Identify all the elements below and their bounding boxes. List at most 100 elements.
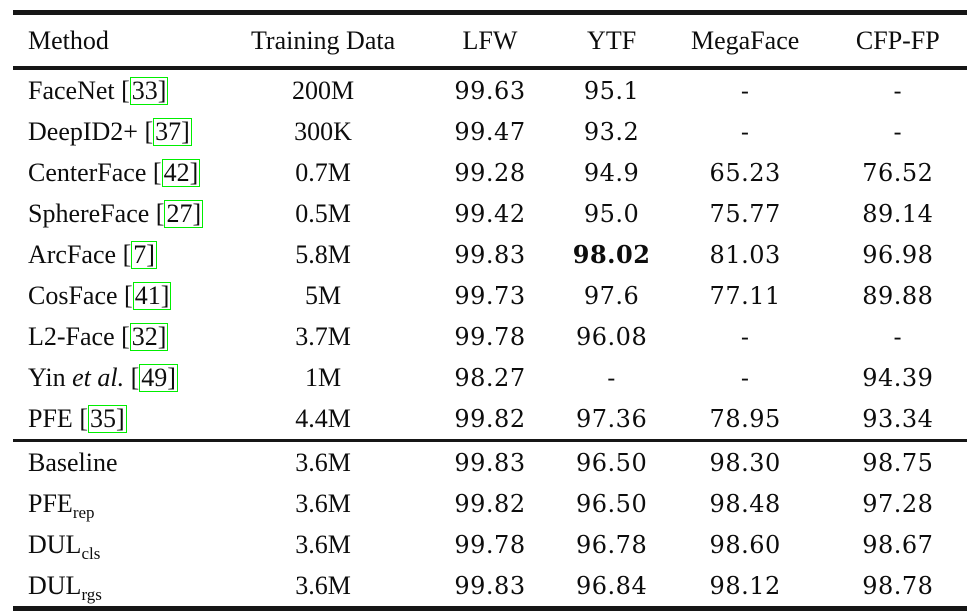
training-data-cell: 200M	[291, 75, 355, 105]
metric-value-cell: 81.03	[709, 240, 781, 269]
metric-value-cell: 96.78	[576, 530, 648, 559]
metric-value-cell: 95.1	[583, 76, 640, 105]
method-cell: PFErep	[13, 483, 228, 524]
metric-value-cell: 96.98	[862, 240, 934, 269]
method-cell: L2-Face [32]	[28, 321, 169, 351]
training-data-cell: 3.7M	[295, 321, 351, 351]
metric-value-cell: -	[893, 117, 903, 146]
method-cell: DULcls	[13, 524, 228, 565]
metric-value-cell: 99.78	[454, 530, 526, 559]
citation-link[interactable]: 35]	[87, 403, 127, 433]
citation-number: 32	[131, 321, 158, 351]
training-data-cell: 3.6M	[295, 529, 351, 559]
metric-value-cell: 96.84	[576, 571, 648, 600]
method-cell: DULrgs	[13, 565, 228, 609]
metric-value-cell: -	[740, 363, 750, 392]
table-row: ArcFace [7] 5.8M 99.83 98.02 81.03 96.98	[13, 234, 967, 275]
citation-number: 7	[133, 239, 147, 269]
method-cell: PFE [35]	[28, 403, 127, 433]
prior-methods-group: FaceNet [33] 200M 99.63 95.1- - DeepID2+ [37]…	[13, 68, 967, 441]
method-name: Yin	[28, 362, 66, 392]
table-row: SphereFace [27] 0.5M 99.42 95.0 75.77 89.14	[13, 193, 967, 234]
method-name: DeepID2+	[28, 116, 138, 146]
metric-value-cell: 89.88	[862, 281, 934, 310]
metric-value-cell: 99.83	[454, 571, 526, 600]
our-methods-group: Baseline 3.6M 99.83 96.50 98.30 98.75 PFErep 3.…	[13, 439, 967, 609]
metric-value-cell: 98.67	[862, 530, 934, 559]
metric-value-cell: 99.83	[418, 439, 562, 483]
method-cell: DeepID2+ [37]	[28, 116, 192, 146]
method-name: PFE	[28, 488, 73, 518]
metric-value-cell: 98.27	[454, 363, 526, 392]
metric-value-cell: 77.11	[709, 281, 781, 310]
citation-number: 42	[163, 157, 190, 187]
method-name: PFE	[28, 403, 73, 433]
method-cell: Baseline	[13, 439, 228, 483]
training-data-cell: 3.6M	[295, 488, 351, 518]
citation-link[interactable]: 33]	[129, 75, 169, 105]
metric-value-cell: -	[893, 76, 903, 105]
metric-value-cell: 95.0	[583, 199, 640, 228]
table-row: DeepID2+ [37] 300K 99.47 93.2 - -	[13, 111, 967, 152]
method-name: FaceNet	[28, 75, 115, 105]
method-name: L2-Face	[28, 321, 115, 351]
metric-value-cell: 96.50	[576, 489, 648, 518]
metric-value-cell: 99.73	[454, 281, 526, 310]
column-header-ytf: YTF	[561, 12, 662, 70]
citation-number: 35	[89, 403, 116, 433]
metric-value-cell: 65.23	[709, 158, 781, 187]
method-name: ArcFace	[28, 239, 117, 269]
metric-value-cell: 98.75	[828, 439, 967, 483]
metric-value-cell: 98.60	[709, 530, 781, 559]
method-cell: SphereFace [27]	[28, 198, 204, 228]
training-data-cell: 0.7M	[295, 157, 351, 187]
metric-value-cell: 98.12	[709, 571, 781, 600]
table-row: DULrgs 3.6M 99.83 96.84 98.12 98.78	[13, 565, 967, 609]
method-name: Baseline	[28, 447, 118, 477]
citation-number: 41	[134, 280, 161, 310]
table-row: Baseline 3.6M 99.83 96.50 98.30 98.75	[13, 439, 967, 483]
citation-link[interactable]: 42]	[161, 157, 201, 187]
training-data-cell: 4.4M	[295, 403, 351, 433]
table-header: Method Training Data LFW YTF MegaFace CF…	[13, 12, 967, 70]
column-header-training-data: Training Data	[227, 12, 419, 70]
metric-value-cell: 98.30	[661, 439, 829, 483]
metric-value-cell: 97.36	[576, 404, 648, 433]
training-data-cell: 3.6M	[295, 570, 351, 600]
citation-link[interactable]: 49]	[139, 362, 178, 392]
metric-value-cell: -	[740, 117, 750, 146]
citation-link[interactable]: 27]	[164, 198, 204, 228]
citation-link[interactable]: 41]	[132, 280, 172, 310]
method-cell: CosFace [41]	[28, 280, 172, 310]
method-name: DUL	[28, 570, 82, 600]
training-data-cell: 300K	[294, 116, 352, 146]
column-header-lfw: LFW	[418, 12, 562, 70]
citation-link[interactable]: 7]	[131, 239, 157, 269]
results-table-container: Method Training Data LFW YTF MegaFace CF…	[13, 10, 967, 611]
metric-value-cell: 97.6	[583, 281, 640, 310]
metric-value-cell: 98.02	[572, 240, 651, 269]
table-row: CenterFace [42] 0.7M 99.28 94.9 65.23 76.52	[13, 152, 967, 193]
method-name: DUL	[28, 529, 82, 559]
method-cell: ArcFace [7]	[28, 239, 157, 269]
column-header-cfp-fp: CFP-FP	[828, 12, 967, 70]
citation-link[interactable]: 37]	[153, 116, 192, 146]
metric-value-cell: 98.48	[709, 489, 781, 518]
metric-value-cell: 96.50	[561, 439, 662, 483]
citation-number: 49	[141, 362, 168, 392]
table-row: DULcls 3.6M 99.78 96.78 98.60 98.67	[13, 524, 967, 565]
metric-value-cell: -	[893, 322, 903, 351]
method-subscript: rgs	[81, 584, 102, 604]
table-row: Yin et al. [49] 1M 98.27 - - 94.39	[13, 357, 967, 398]
citation-link[interactable]: 32]	[129, 321, 169, 351]
metric-value-cell: 99.82	[454, 489, 526, 518]
metric-value-cell: -	[607, 363, 616, 392]
column-header-megaface: MegaFace	[661, 12, 829, 70]
metric-value-cell: -	[740, 76, 750, 105]
metric-value-cell: 99.83	[454, 240, 526, 269]
table-row: CosFace [41] 5M 99.73 97.6 77.11 89.88	[13, 275, 967, 316]
training-data-cell: 1M	[304, 362, 342, 392]
table-row: L2-Face [32] 3.7M 99.78 96.08 - -	[13, 316, 967, 357]
metric-value-cell: 93.34	[862, 404, 934, 433]
metric-value-cell: 96.08	[576, 322, 648, 351]
